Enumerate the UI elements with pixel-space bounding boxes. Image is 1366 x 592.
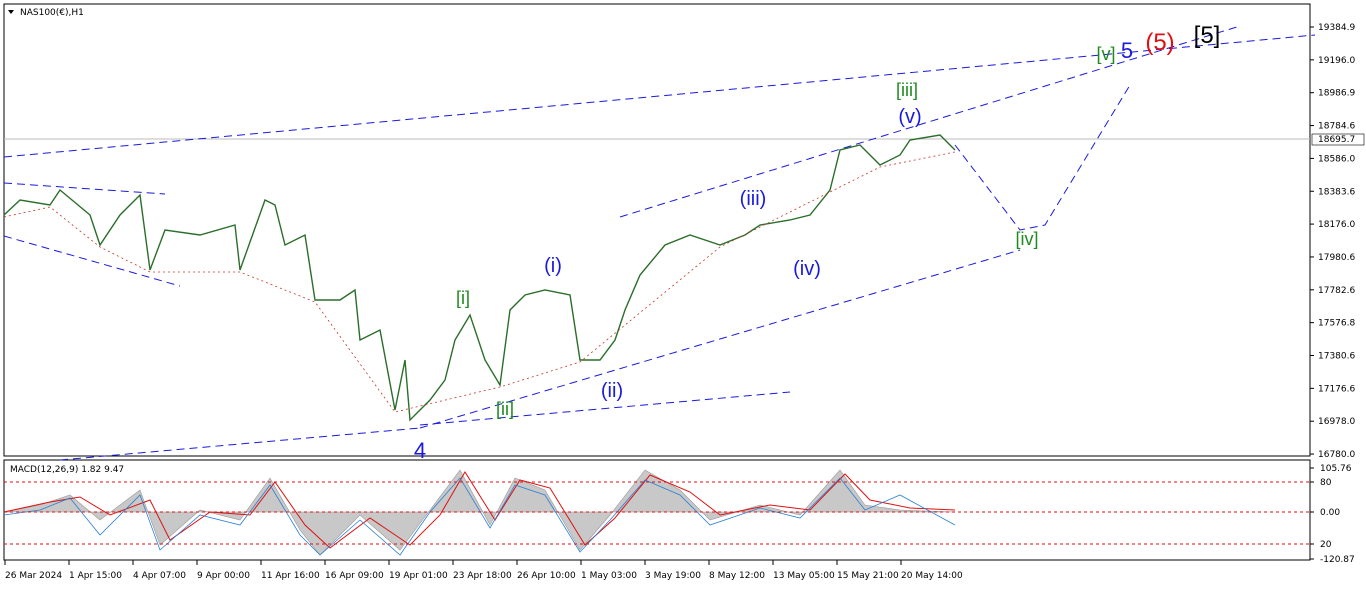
- time-tick-label: 1 May 03:00: [581, 571, 637, 581]
- macd-pane: [3, 459, 1311, 561]
- price-tick-label: 17176.6: [1318, 384, 1355, 394]
- macd-tick-label: 20: [1320, 540, 1332, 550]
- time-tick-label: 20 May 14:00: [901, 571, 963, 581]
- menu-arrow: [8, 10, 14, 14]
- wave-label: [iv]: [1015, 229, 1038, 249]
- wave-label: 5: [1121, 38, 1133, 63]
- trend-lines: [3, 25, 1316, 461]
- price-tick-label: 18784.6: [1318, 122, 1355, 132]
- macd-line: [3, 477, 956, 556]
- wave-label: (5): [1145, 29, 1174, 56]
- wave-label: (iii): [740, 188, 767, 210]
- wave-label: [iii]: [896, 80, 918, 100]
- macd-tick-label: 105.76: [1320, 464, 1352, 474]
- wave-label: 4: [414, 438, 426, 463]
- price-series-down: [3, 151, 956, 413]
- price-tick-label: 17980.6: [1318, 253, 1355, 263]
- price-tick-label: 18176.0: [1318, 220, 1355, 230]
- time-tick-label: 3 May 19:00: [645, 571, 701, 581]
- wave-label: [v]: [1096, 44, 1115, 64]
- macd-histogram: [3, 469, 956, 556]
- time-tick-label: 1 Apr 15:00: [69, 571, 122, 581]
- price-tick-label: 18586.0: [1318, 154, 1355, 164]
- time-tick-label: 23 Apr 18:00: [453, 571, 512, 581]
- wave-label: (iv): [793, 258, 821, 280]
- price-tick-label: 17782.6: [1318, 286, 1355, 296]
- wave-label: (i): [544, 255, 562, 277]
- price-tick-label: 18383.6: [1318, 187, 1355, 197]
- macd-tick-label: -120.87: [1320, 555, 1355, 565]
- price-tick-label: 16780.0: [1318, 450, 1355, 460]
- macd-tick-label: 0.00: [1320, 508, 1340, 518]
- time-tick-label: 15 May 21:00: [837, 571, 899, 581]
- wave-label: [5]: [1194, 22, 1221, 49]
- wave-label: [ii]: [496, 399, 514, 419]
- time-tick-label: 9 Apr 00:00: [197, 571, 250, 581]
- time-tick-label: 13 May 05:00: [773, 571, 835, 581]
- time-tick-label: 16 Apr 09:00: [325, 571, 384, 581]
- time-tick-label: 11 Apr 16:00: [261, 571, 320, 581]
- macd-levels: [4, 481, 1310, 545]
- price-tick-label: 19196.0: [1318, 56, 1355, 66]
- price-pane: [3, 3, 1311, 457]
- wave-label: [i]: [456, 288, 470, 308]
- time-tick-label: 19 Apr 01:00: [389, 571, 448, 581]
- current-price: 18695.7: [1318, 135, 1355, 145]
- price-series: [3, 134, 956, 422]
- price-tick-label: 17380.6: [1318, 352, 1355, 362]
- time-tick-label: 8 May 12:00: [709, 571, 765, 581]
- macd-tick-label: 80: [1320, 478, 1332, 488]
- price-tick-label: 19384.9: [1318, 23, 1355, 33]
- current-price-box: [1311, 133, 1365, 146]
- symbol-label: NAS100(€),H1: [20, 8, 84, 18]
- macd-signal: [3, 471, 956, 549]
- price-tick-label: 17576.8: [1318, 319, 1355, 329]
- time-tick-label: 26 Apr 10:00: [517, 571, 576, 581]
- price-tick-label: 18986.9: [1318, 89, 1355, 99]
- time-tick-label: 26 Mar 2024: [5, 571, 62, 581]
- wave-label: (ii): [601, 380, 623, 402]
- macd-label: MACD(12,26,9) 1.82 9.47: [10, 465, 124, 475]
- time-tick-label: 4 Apr 07:00: [133, 571, 186, 581]
- wave-label: (v): [898, 106, 921, 128]
- price-tick-label: 16978.0: [1318, 417, 1355, 427]
